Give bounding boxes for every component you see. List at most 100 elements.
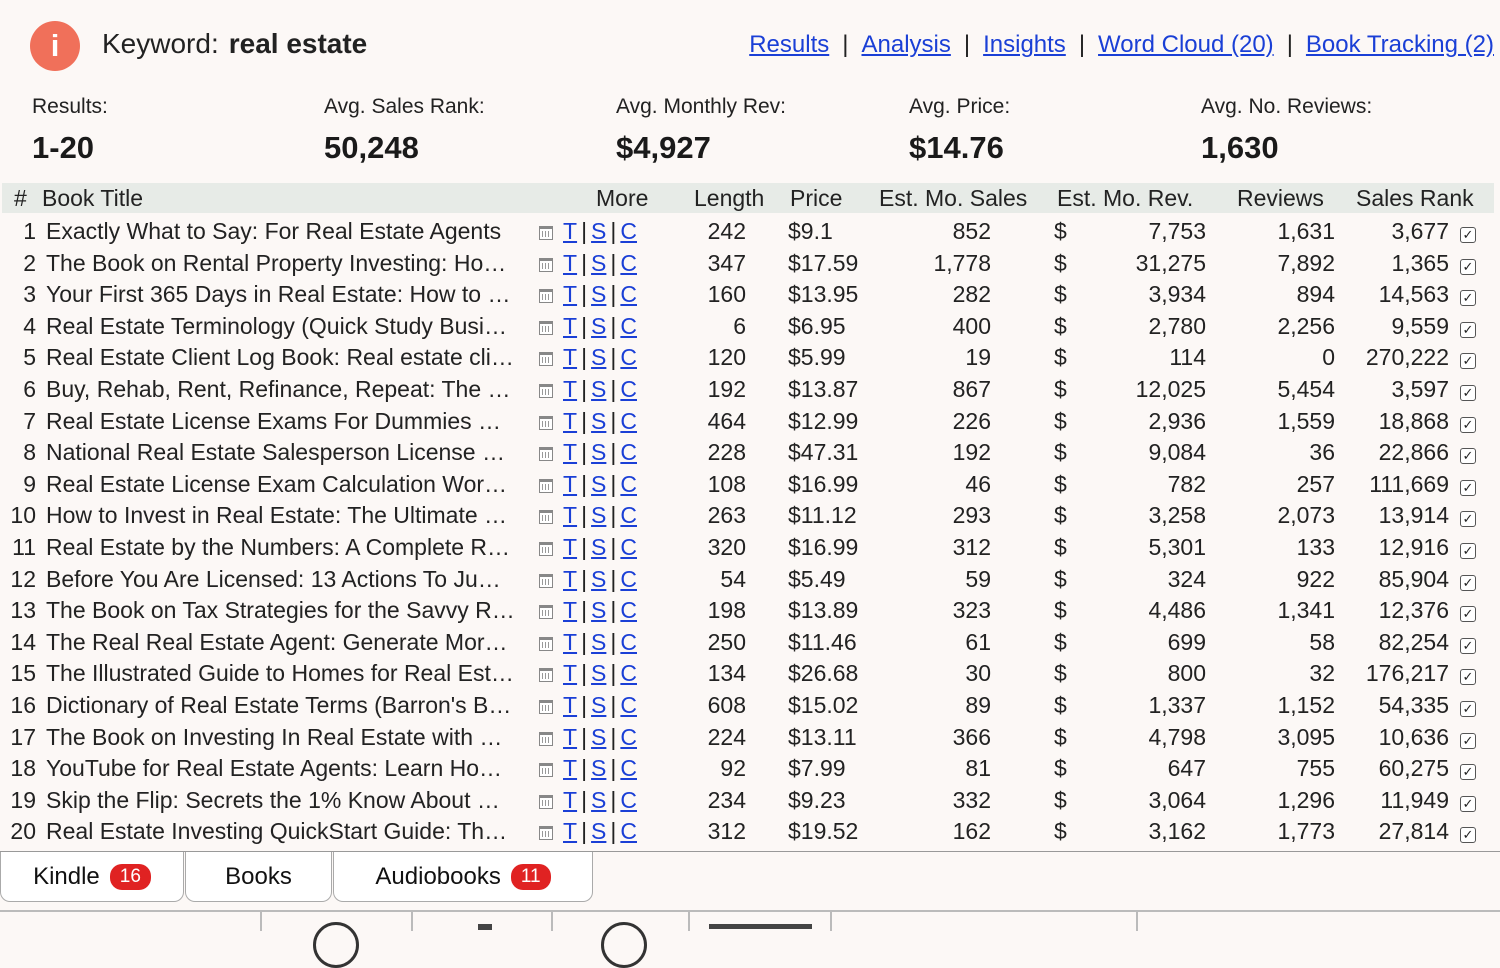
link-s[interactable]: S (591, 755, 607, 782)
link-c[interactable]: C (620, 534, 637, 560)
calendar-icon[interactable] (539, 605, 553, 620)
link-t[interactable]: T (563, 660, 578, 687)
col-header-est-mo-sales[interactable]: Est. Mo. Sales (879, 185, 1028, 211)
link-s[interactable]: S (591, 786, 607, 813)
link-s[interactable]: S (591, 218, 607, 244)
calendar-icon[interactable] (539, 826, 553, 841)
track-checkbox[interactable]: ✓ (1460, 795, 1476, 812)
col-header-price[interactable]: Price (790, 185, 843, 211)
calendar-icon[interactable] (539, 320, 553, 335)
book-title[interactable]: Real Estate Investing QuickStart Guide: … (46, 818, 508, 845)
track-checkbox[interactable]: ✓ (1460, 290, 1476, 307)
link-t[interactable]: T (563, 218, 578, 244)
tab-audiobooks[interactable]: Audiobooks 11 (333, 852, 593, 902)
calendar-icon[interactable] (539, 257, 553, 272)
nav-link-word-cloud[interactable]: Word Cloud (20) (1098, 31, 1274, 58)
link-c[interactable]: C (620, 692, 637, 718)
book-title[interactable]: The Book on Rental Property Investing: H… (46, 249, 507, 276)
calendar-icon[interactable] (539, 226, 553, 240)
calendar-icon[interactable] (539, 700, 553, 714)
calendar-icon[interactable] (539, 415, 553, 430)
link-t[interactable]: T (563, 692, 578, 718)
book-title[interactable]: YouTube for Real Estate Agents: Learn Ho… (46, 755, 503, 782)
col-header-num[interactable]: # (14, 185, 27, 211)
link-s[interactable]: S (591, 407, 607, 434)
book-title[interactable]: The Book on Tax Strategies for the Savvy… (46, 597, 515, 624)
link-s[interactable]: S (591, 281, 607, 308)
book-title[interactable]: Your First 365 Days in Real Estate: How … (46, 281, 511, 308)
link-c[interactable]: C (620, 407, 637, 434)
book-title[interactable]: Skip the Flip: Secrets the 1% Know About… (46, 786, 500, 813)
link-s[interactable]: S (591, 439, 607, 466)
col-header-est-mo-rev[interactable]: Est. Mo. Rev. (1057, 185, 1194, 211)
track-checkbox[interactable]: ✓ (1460, 574, 1476, 591)
link-c[interactable]: C (620, 628, 637, 655)
book-title[interactable]: The Illustrated Guide to Homes for Real … (46, 660, 514, 687)
calendar-icon[interactable] (539, 352, 553, 367)
track-checkbox[interactable]: ✓ (1460, 258, 1476, 275)
link-s[interactable]: S (591, 470, 607, 497)
link-s[interactable]: S (591, 502, 607, 529)
track-checkbox[interactable]: ✓ (1460, 416, 1476, 433)
book-title[interactable]: Real Estate by the Numbers: A Complete R… (46, 534, 511, 560)
calendar-icon[interactable] (539, 289, 553, 304)
link-c[interactable]: C (620, 723, 637, 750)
toolbar-mark-icon[interactable] (478, 924, 492, 930)
link-c[interactable]: C (620, 281, 637, 308)
track-checkbox[interactable]: ✓ (1460, 543, 1476, 559)
link-s[interactable]: S (591, 534, 607, 560)
track-checkbox[interactable]: ✓ (1460, 321, 1476, 338)
link-c[interactable]: C (620, 470, 637, 497)
link-t[interactable]: T (563, 281, 578, 308)
track-checkbox[interactable]: ✓ (1460, 669, 1476, 686)
link-c[interactable]: C (620, 755, 637, 782)
link-t[interactable]: T (563, 470, 578, 497)
link-c[interactable]: C (620, 565, 637, 592)
link-s[interactable]: S (591, 723, 607, 750)
track-checkbox[interactable]: ✓ (1460, 511, 1476, 528)
track-checkbox[interactable]: ✓ (1460, 827, 1476, 844)
link-t[interactable]: T (563, 597, 578, 624)
link-c[interactable]: C (620, 502, 637, 529)
track-checkbox[interactable]: ✓ (1460, 764, 1476, 781)
calendar-icon[interactable] (539, 668, 553, 683)
book-title[interactable]: How to Invest in Real Estate: The Ultima… (46, 502, 508, 529)
link-t[interactable]: T (563, 407, 578, 434)
link-s[interactable]: S (591, 818, 607, 845)
link-s[interactable]: S (591, 249, 607, 276)
calendar-icon[interactable] (539, 542, 553, 556)
link-c[interactable]: C (620, 597, 637, 624)
link-t[interactable]: T (563, 628, 578, 655)
link-c[interactable]: C (620, 786, 637, 813)
link-t[interactable]: T (563, 439, 578, 466)
col-header-title[interactable]: Book Title (42, 185, 143, 211)
link-c[interactable]: C (620, 818, 637, 845)
link-t[interactable]: T (563, 818, 578, 845)
nav-link-analysis[interactable]: Analysis (861, 31, 951, 58)
book-title[interactable]: Real Estate Terminology (Quick Study Bus… (46, 312, 508, 339)
link-s[interactable]: S (591, 312, 607, 339)
track-checkbox[interactable]: ✓ (1460, 448, 1476, 465)
link-s[interactable]: S (591, 344, 607, 371)
book-title[interactable]: Buy, Rehab, Rent, Refinance, Repeat: The… (46, 376, 511, 402)
book-title[interactable]: Real Estate Client Log Book: Real estate… (46, 344, 514, 371)
link-c[interactable]: C (620, 376, 637, 402)
link-s[interactable]: S (591, 692, 607, 718)
calendar-icon[interactable] (539, 731, 553, 746)
book-title[interactable]: Dictionary of Real Estate Terms (Barron'… (46, 692, 512, 718)
link-c[interactable]: C (620, 660, 637, 687)
link-c[interactable]: C (620, 312, 637, 339)
link-t[interactable]: T (563, 755, 578, 782)
calendar-icon[interactable] (539, 478, 553, 493)
book-title[interactable]: Exactly What to Say: For Real Estate Age… (46, 218, 502, 244)
book-title[interactable]: Real Estate License Exams For Dummies … (46, 407, 502, 434)
track-checkbox[interactable]: ✓ (1460, 385, 1476, 401)
track-checkbox[interactable]: ✓ (1460, 479, 1476, 496)
tab-kindle[interactable]: Kindle 16 (0, 852, 184, 902)
toolbar-bar-icon[interactable] (709, 924, 812, 929)
track-checkbox[interactable]: ✓ (1460, 637, 1476, 654)
calendar-icon[interactable] (539, 573, 553, 588)
calendar-icon[interactable] (539, 763, 553, 778)
link-t[interactable]: T (563, 376, 578, 402)
book-title[interactable]: Before You Are Licensed: 13 Actions To J… (46, 565, 501, 592)
